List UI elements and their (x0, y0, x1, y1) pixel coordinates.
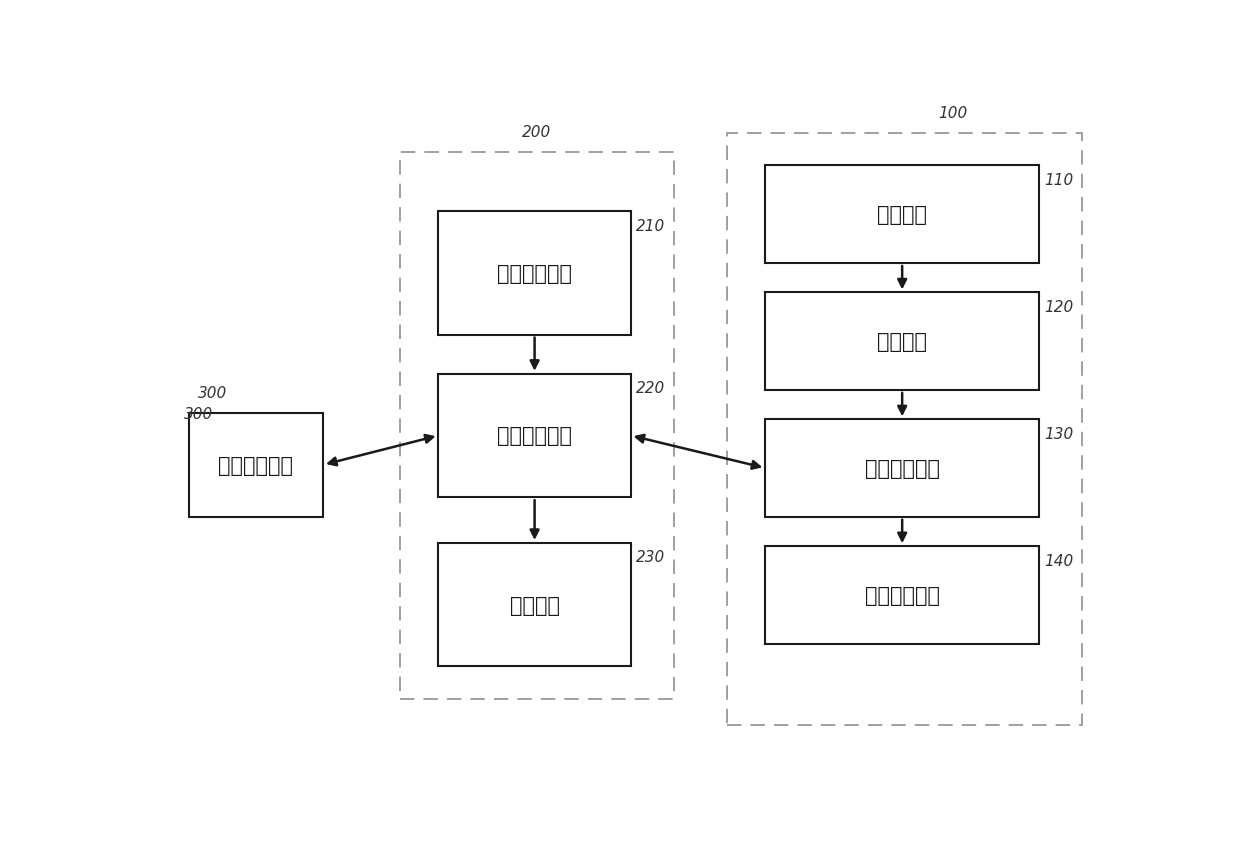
Text: 120: 120 (1044, 300, 1073, 315)
Text: 用户通讯设备: 用户通讯设备 (218, 455, 294, 475)
Text: 230: 230 (635, 549, 665, 565)
Text: 210: 210 (635, 219, 665, 233)
Text: 140: 140 (1044, 553, 1073, 568)
Bar (765, 166, 1039, 263)
Text: 100: 100 (937, 106, 967, 121)
Bar (439, 544, 631, 667)
Bar (765, 419, 1039, 517)
Text: 第一通讯模块: 第一通讯模块 (864, 458, 940, 479)
Bar (765, 546, 1039, 644)
Text: 收费模块: 收费模块 (510, 595, 559, 615)
Bar (401, 154, 675, 699)
Bar (439, 212, 631, 335)
Bar (439, 374, 631, 498)
Text: 第三通讯模块: 第三通讯模块 (497, 426, 572, 446)
Bar (727, 133, 1083, 725)
Text: 第二通讯模块: 第二通讯模块 (497, 263, 572, 284)
Text: 130: 130 (1044, 426, 1073, 441)
Text: 300: 300 (184, 407, 213, 422)
Bar (188, 414, 324, 517)
Bar (765, 293, 1039, 391)
Text: 220: 220 (635, 381, 665, 396)
Text: 110: 110 (1044, 173, 1073, 187)
Text: 300: 300 (198, 385, 227, 400)
Text: 计量模块: 计量模块 (877, 332, 928, 352)
Text: 充电模块: 充电模块 (877, 205, 928, 225)
Text: 电量检测模块: 电量检测模块 (864, 585, 940, 605)
Text: 200: 200 (522, 125, 552, 140)
